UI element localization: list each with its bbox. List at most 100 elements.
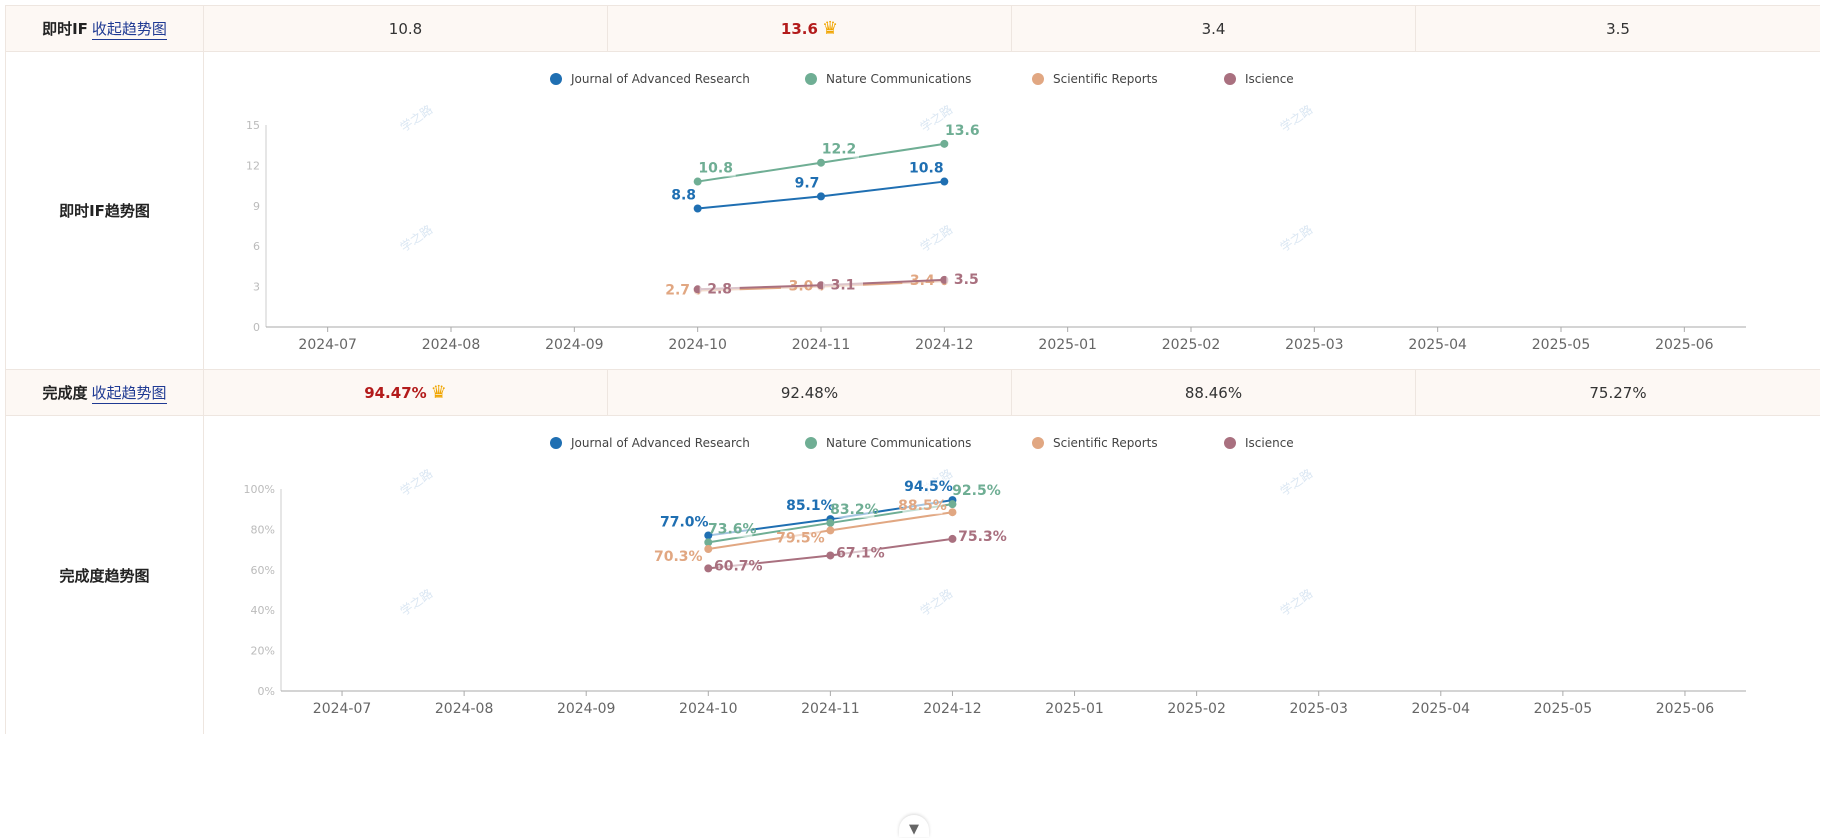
data-label-bg <box>942 122 983 139</box>
legend-label: Nature Communications <box>826 436 971 450</box>
if-label: 即时IF <box>42 20 88 38</box>
crown-icon: ♛ <box>430 382 447 403</box>
y-tick-label: 60% <box>251 564 275 577</box>
legend-marker <box>550 437 562 449</box>
x-tick-label: 2025-04 <box>1408 337 1467 353</box>
data-label: 73.6% <box>708 521 757 537</box>
completion-trend-label: 完成度趋势图 <box>59 566 150 585</box>
data-label-bg <box>946 271 987 288</box>
completion-row: 完成度 收起趋势图 94.47% ♛ 92.48% 88.46% 75.27% <box>5 370 1820 416</box>
data-label-bg <box>664 514 705 531</box>
data-point <box>826 526 835 535</box>
comparison-table: 即时IF 收起趋势图 10.8 13.6 ♛ 3.4 3.5 即时IF趋势图 学之… <box>5 5 1820 734</box>
legend-marker <box>805 73 817 85</box>
data-point <box>817 192 825 201</box>
y-tick-label: 15 <box>246 119 260 132</box>
data-point <box>940 177 949 186</box>
data-point <box>693 204 702 213</box>
data-label-bg <box>780 530 821 547</box>
legend-label: Journal of Advanced Research <box>570 436 750 450</box>
if-trend-chart-cell: 学之路 学之路 学之路 学之路 学之路 学之路 Journal of Advanced Re… <box>204 52 1820 369</box>
data-label: 8.8 <box>671 187 696 203</box>
data-point <box>693 177 702 186</box>
y-tick-label: 3 <box>253 281 260 294</box>
watermark-text: 学之路 <box>397 586 435 619</box>
x-tick-label: 2024-10 <box>679 701 738 717</box>
data-label: 10.8 <box>698 161 733 177</box>
chevron-down-icon: ▼ <box>909 822 919 837</box>
data-point <box>693 285 702 294</box>
data-point <box>704 531 713 540</box>
completion-value-3: 88.46% <box>1012 370 1416 415</box>
data-point <box>826 551 835 560</box>
data-label-bg <box>787 175 827 192</box>
y-tick-label: 100% <box>244 483 275 496</box>
data-label: 83.2% <box>830 502 879 518</box>
data-label-bg <box>823 277 863 294</box>
legend-marker <box>550 73 562 85</box>
x-tick-label: 2025-01 <box>1038 337 1097 353</box>
completion-collapse-trend-link[interactable]: 收起趋势图 <box>91 383 167 404</box>
data-label: 75.3% <box>958 529 1007 545</box>
data-label: 13.6 <box>945 123 980 139</box>
completion-label: 完成度 <box>42 384 88 402</box>
data-label-bg <box>699 281 740 298</box>
data-label: 3.1 <box>831 277 856 293</box>
data-label-bg <box>695 160 736 177</box>
x-tick-label: 2025-03 <box>1289 701 1348 717</box>
y-tick-label: 6 <box>253 240 260 253</box>
x-tick-label: 2024-11 <box>801 701 860 717</box>
legend-label: Journal of Advanced Research <box>570 72 750 86</box>
data-label-bg <box>962 528 1003 545</box>
if-row-header: 即时IF 收起趋势图 <box>5 6 204 51</box>
data-label-bg <box>663 187 704 204</box>
data-label: 9.7 <box>795 175 820 191</box>
x-tick-label: 2025-01 <box>1045 701 1104 717</box>
legend-label: Iscience <box>1245 436 1294 450</box>
x-tick-label: 2025-02 <box>1162 337 1221 353</box>
if-collapse-trend-link[interactable]: 收起趋势图 <box>91 19 167 40</box>
legend-marker <box>805 437 817 449</box>
watermark-text: 学之路 <box>1277 102 1315 135</box>
legend-marker <box>1224 73 1236 85</box>
if-trend-row: 即时IF趋势图 学之路 学之路 学之路 学之路 学之路 学之路 Journal of Adv… <box>5 52 1820 370</box>
watermark-text: 学之路 <box>1277 586 1315 619</box>
data-label: 85.1% <box>786 498 835 514</box>
completion-value-2-text: 92.48% <box>780 383 839 402</box>
if-value-1-text: 10.8 <box>388 19 423 38</box>
if-trend-label: 即时IF趋势图 <box>59 202 150 220</box>
if-row: 即时IF 收起趋势图 10.8 13.6 ♛ 3.4 3.5 <box>5 6 1820 52</box>
x-tick-label: 2024-09 <box>557 701 616 717</box>
x-tick-label: 2025-06 <box>1655 337 1714 353</box>
completion-value-4-text: 75.27% <box>1589 383 1647 402</box>
x-tick-label: 2024-08 <box>422 337 481 353</box>
watermark-text: 学之路 <box>397 102 435 135</box>
data-label-bg <box>956 483 997 500</box>
y-tick-label: 9 <box>253 200 260 213</box>
scroll-down-button[interactable]: ▼ <box>899 815 929 837</box>
x-tick-label: 2024-07 <box>298 337 357 353</box>
data-point <box>948 508 957 517</box>
data-label-bg <box>902 498 943 515</box>
if-trend-label-cell: 即时IF趋势图 <box>5 52 204 369</box>
data-label-bg <box>790 498 831 515</box>
data-label-bg <box>840 545 881 562</box>
legend-label: Nature Communications <box>826 72 971 86</box>
data-label: 92.5% <box>952 483 1001 499</box>
data-label: 94.5% <box>904 479 953 495</box>
legend-marker <box>1032 73 1044 85</box>
x-tick-label: 2024-10 <box>668 337 727 353</box>
x-tick-label: 2024-11 <box>792 337 851 353</box>
completion-row-header: 完成度 收起趋势图 <box>5 370 204 415</box>
watermark-text: 学之路 <box>397 222 435 255</box>
if-value-4-text: 3.5 <box>1606 19 1630 38</box>
data-point <box>704 544 713 553</box>
y-tick-label: 40% <box>251 604 275 617</box>
legend-label: Scientific Reports <box>1053 72 1158 86</box>
data-label-bg <box>657 282 698 299</box>
watermark-text: 学之路 <box>917 222 955 255</box>
legend-label: Scientific Reports <box>1053 436 1158 450</box>
crown-icon: ♛ <box>821 18 839 39</box>
